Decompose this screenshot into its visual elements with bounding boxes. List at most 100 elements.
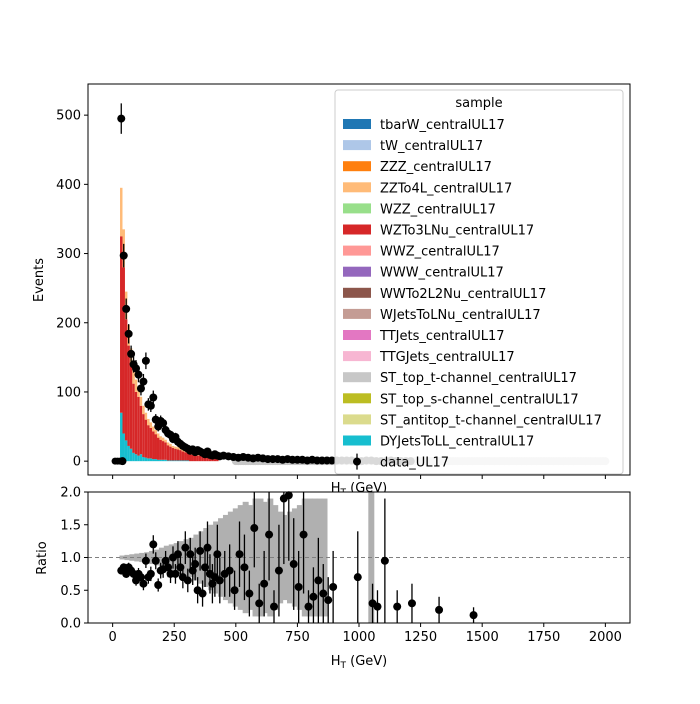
bar-WZTo3LNu_centralUL17: [181, 451, 185, 461]
bar-ZZTo4L_centralUL17: [161, 437, 165, 442]
legend-data-marker: [353, 457, 361, 466]
ratio-point: [435, 605, 444, 614]
legend-label: tW_centralUL17: [380, 139, 483, 154]
bar-WZTo3LNu_centralUL17: [156, 437, 160, 460]
bar-ZZTo4L_centralUL17: [176, 447, 180, 450]
bar-WZTo3LNu_centralUL17: [122, 267, 125, 434]
bar-WZTo3LNu_centralUL17: [164, 442, 167, 460]
bar-WZTo3LNu_centralUL17: [124, 319, 128, 441]
bar-ZZTo4L_centralUL17: [169, 443, 172, 447]
bar-WZTo3LNu_centralUL17: [174, 448, 177, 461]
ratio-points: [117, 491, 478, 623]
bar-WZTo3LNu_centralUL17: [189, 454, 192, 462]
bar-WZTo3LNu_centralUL17: [208, 457, 212, 462]
bottom-xlabel: HT (GeV): [331, 654, 388, 671]
bar-WZTo3LNu_centralUL17: [206, 457, 209, 462]
bar-DYJetsToLL_centralUL17: [161, 459, 165, 462]
ratio-point: [274, 566, 283, 575]
bar-WZTo3LNu_centralUL17: [161, 441, 165, 460]
bar-WZTo3LNu_centralUL17: [201, 456, 204, 462]
bottom-xtick-label: 750: [285, 630, 310, 645]
bar-DYJetsToLL_centralUL17: [134, 454, 138, 462]
bar-WZTo3LNu_centralUL17: [139, 405, 143, 455]
legend-swatch: [343, 330, 371, 340]
bar-DYJetsToLL_centralUL17: [186, 460, 190, 462]
bar-ZZTo4L_centralUL17: [181, 450, 185, 452]
ratio-point: [289, 560, 298, 569]
ratio-point: [198, 589, 207, 598]
bar-DYJetsToLL_centralUL17: [149, 458, 153, 462]
data-point: [117, 114, 126, 123]
bar-DYJetsToLL_centralUL17: [142, 457, 145, 462]
ratio-band-segment: [119, 555, 126, 560]
legend-label: ST_antitop_t-channel_centralUL17: [380, 413, 602, 428]
legend-swatch: [343, 119, 371, 129]
ratio-point: [183, 576, 192, 585]
bar-DYJetsToLL_centralUL17: [137, 455, 140, 462]
ratio-point: [265, 530, 274, 539]
data-point: [141, 356, 150, 365]
ratio-point: [329, 582, 338, 591]
bar-DYJetsToLL_centralUL17: [122, 433, 125, 462]
bottom-axis-ticks: 0 250 500 750 1000 1250 1500 1750 2000 0.0 0.5 1.0 1…: [60, 486, 622, 646]
ratio-point: [146, 569, 155, 578]
bar-DYJetsToLL_centralUL17: [174, 460, 177, 462]
bar-DYJetsToLL_centralUL17: [152, 459, 155, 462]
bar-DYJetsToLL_centralUL17: [164, 459, 167, 462]
legend-swatch: [343, 266, 371, 277]
legend-swatch: [343, 182, 371, 193]
ratio-point: [240, 563, 249, 572]
bar-WZTo3LNu_centralUL17: [129, 365, 133, 449]
bar-WZTo3LNu_centralUL17: [193, 454, 197, 462]
bar-ZZTo4L_centralUL17: [152, 426, 155, 432]
data-point: [124, 329, 133, 338]
bar-WZTo3LNu_centralUL17: [198, 455, 202, 462]
bottom-xtick-label: 0: [108, 630, 116, 645]
bar-WZTo3LNu_centralUL17: [137, 396, 140, 456]
legend-swatch: [343, 308, 371, 319]
legend-swatch: [343, 435, 371, 446]
legend-label: TTGJets_centralUL17: [379, 350, 515, 365]
legend-box: [334, 89, 624, 475]
bar-WZTo3LNu_centralUL17: [176, 449, 180, 461]
bar-WZTo3LNu_centralUL17: [120, 236, 123, 413]
legend-entries: tbarW_centralUL17 tW_centralUL17 ZZZ_centr…: [343, 118, 602, 471]
legend-swatch: [343, 203, 371, 214]
bottom-xtick-label: 1000: [342, 630, 375, 645]
bar-DYJetsToLL_centralUL17: [171, 460, 175, 462]
bar-ZZTo4L_centralUL17: [120, 187, 123, 237]
top-ylabel: Events: [32, 258, 47, 302]
ratio-point: [299, 530, 308, 539]
bottom-xtick-label: 500: [223, 630, 248, 645]
ratio-point: [230, 586, 239, 595]
bar-ZZTo4L_centralUL17: [147, 418, 150, 426]
legend-swatch: [343, 287, 371, 298]
ratio-point: [314, 576, 323, 585]
bar-ZZTo4L_centralUL17: [139, 396, 143, 406]
legend: sample tbarW_centralUL17 tW_centralUL17 ZZ…: [334, 89, 624, 475]
legend-label: ZZTo4L_centralUL17: [380, 181, 512, 196]
bar-DYJetsToLL_centralUL17: [159, 459, 162, 462]
data-point: [127, 349, 136, 358]
legend-swatch: [343, 224, 371, 235]
legend-swatch: [343, 245, 371, 256]
bottom-frame: [87, 491, 631, 624]
data-points: [111, 103, 415, 466]
bottom-xtick-label: 2000: [589, 630, 622, 645]
legend-swatch: [343, 140, 371, 151]
ratio-band-segment: [301, 498, 308, 617]
bar-ZZTo4L_centralUL17: [149, 422, 153, 428]
ratio-point: [319, 589, 328, 598]
ratio-band-segment: [124, 554, 131, 561]
legend-label: ST_top_s-channel_centralUL17: [380, 392, 579, 407]
bottom-panel: 0 250 500 750 1000 1250 1500 1750 2000 0.0 0.5 1.0 1…: [35, 486, 631, 671]
ratio-point: [284, 491, 293, 500]
bottom-xtick-label: 1500: [466, 630, 499, 645]
legend-label: WJetsToLNu_centralUL17: [380, 308, 541, 323]
bar-WZTo3LNu_centralUL17: [149, 427, 153, 459]
ratio-point: [213, 550, 222, 559]
ratio-band-segment: [272, 505, 279, 610]
top-ytick-label: 400: [56, 178, 81, 193]
bar-DYJetsToLL_centralUL17: [156, 459, 160, 462]
ratio-point: [469, 611, 478, 620]
